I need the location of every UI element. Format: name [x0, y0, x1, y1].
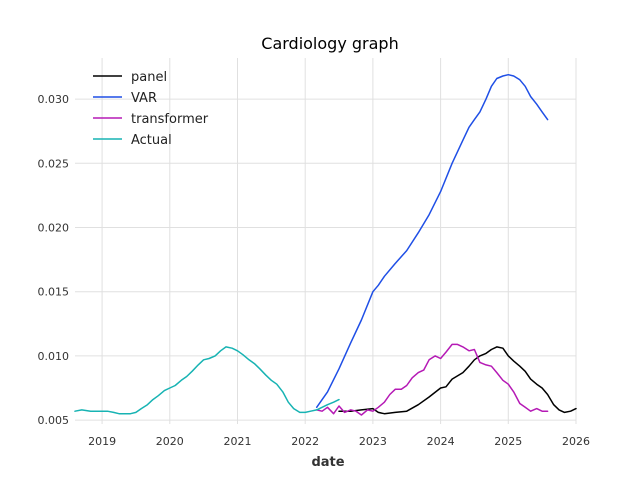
y-tick-label: 0.005: [38, 414, 70, 427]
grid: [75, 58, 577, 424]
x-tick-label: 2020: [156, 435, 184, 448]
y-tick-label: 0.015: [38, 286, 70, 299]
x-tick-label: 2024: [427, 435, 455, 448]
x-tick-label: 2021: [223, 435, 251, 448]
y-axis-ticks: 0.005 0.010 0.015 0.020 0.025 0.030: [38, 93, 70, 427]
series-line-panel: [338, 346, 577, 415]
series-line-var: [315, 73, 549, 409]
legend-label-panel: panel: [131, 70, 167, 85]
y-tick-label: 0.010: [38, 350, 70, 363]
x-tick-label: 2019: [88, 435, 116, 448]
series-line-actual: [74, 346, 340, 415]
legend-label-var: VAR: [131, 91, 157, 106]
legend-label-actual: Actual: [131, 133, 172, 148]
y-tick-label: 0.020: [38, 222, 70, 235]
legend: panel VAR transformer Actual: [93, 70, 209, 148]
y-tick-label: 0.025: [38, 157, 70, 170]
x-tick-label: 2022: [291, 435, 319, 448]
x-axis-ticks: 2019 2020 2021 2022 2023 2024 2025 2026: [88, 435, 590, 448]
x-tick-label: 2026: [562, 435, 590, 448]
legend-label-transformer: transformer: [131, 112, 209, 127]
x-tick-label: 2025: [494, 435, 522, 448]
x-tick-label: 2023: [359, 435, 387, 448]
x-axis-label: date: [311, 455, 344, 470]
y-tick-label: 0.030: [38, 93, 70, 106]
chart-title: Cardiology graph: [261, 34, 398, 53]
series-line-transformer: [315, 343, 549, 416]
series-layer: [74, 73, 577, 416]
